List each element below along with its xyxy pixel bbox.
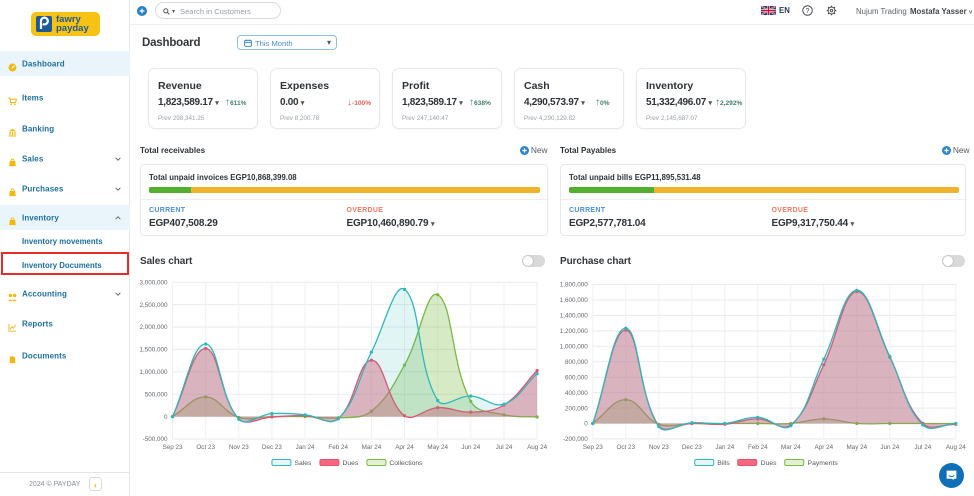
svg-text:Oct 23: Oct 23 [196,444,215,451]
svg-text:-500,000: -500,000 [143,436,168,443]
svg-text:Aug 24: Aug 24 [527,444,547,451]
svg-text:Feb 24: Feb 24 [748,444,768,451]
svg-text:2,000,000: 2,000,000 [139,324,168,331]
svg-text:1,000,000: 1,000,000 [560,344,589,351]
svg-text:2,500,000: 2,500,000 [139,302,168,309]
svg-text:Feb 24: Feb 24 [328,444,348,451]
svg-text:Mar 24: Mar 24 [781,444,801,451]
svg-text:1,600,000: 1,600,000 [560,297,589,304]
svg-text:May 24: May 24 [846,444,867,451]
svg-text:Apr 24: Apr 24 [395,444,414,451]
svg-text:0: 0 [584,421,588,428]
svg-text:200,000: 200,000 [565,405,588,412]
svg-text:1,500,000: 1,500,000 [139,347,168,354]
svg-text:Dec 23: Dec 23 [262,444,282,451]
svg-text:Dec 23: Dec 23 [682,444,702,451]
svg-text:400,000: 400,000 [565,390,588,397]
svg-text:Oct 23: Oct 23 [617,444,636,451]
svg-text:Jul 24: Jul 24 [496,444,513,451]
svg-text:Jan 24: Jan 24 [296,444,315,451]
svg-text:May 24: May 24 [427,444,448,451]
svg-text:Jan 24: Jan 24 [715,444,734,451]
svg-text:1,800,000: 1,800,000 [560,282,589,289]
svg-text:Mar 24: Mar 24 [362,444,382,451]
svg-text:1,400,000: 1,400,000 [560,313,589,320]
svg-text:Jul 24: Jul 24 [914,444,931,451]
svg-text:Jun 24: Jun 24 [880,444,899,451]
svg-text:0: 0 [164,414,168,421]
svg-text:600,000: 600,000 [565,374,588,381]
svg-text:-200,000: -200,000 [563,436,588,443]
svg-text:3,000,000: 3,000,000 [139,279,168,286]
svg-text:500,000: 500,000 [145,391,168,398]
svg-text:Nov 23: Nov 23 [229,444,249,451]
svg-text:Apr 24: Apr 24 [815,444,834,451]
svg-text:800,000: 800,000 [565,359,588,366]
svg-text:Aug 24: Aug 24 [946,444,966,451]
svg-text:Nov 23: Nov 23 [649,444,669,451]
svg-text:1,200,000: 1,200,000 [560,328,589,335]
svg-text:1,000,000: 1,000,000 [139,369,168,376]
svg-text:?: ? [806,8,810,15]
svg-text:Sep 23: Sep 23 [163,444,183,451]
svg-text:Sep 23: Sep 23 [583,444,603,451]
svg-text:Jun 24: Jun 24 [461,444,480,451]
